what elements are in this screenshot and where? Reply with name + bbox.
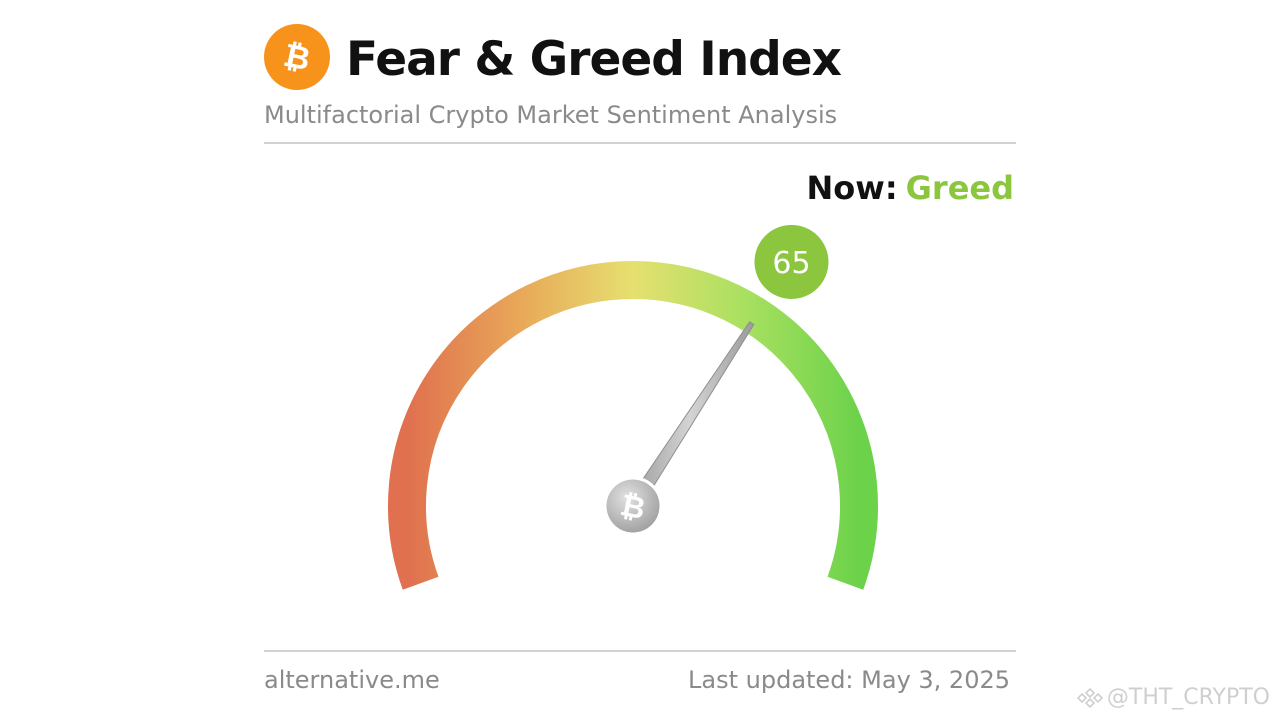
status-prefix: Now: (806, 169, 898, 207)
bitcoin-logo-icon: ₿ (264, 24, 330, 90)
last-updated: Last updated: May 3, 2025 (688, 666, 1010, 694)
page-subtitle: Multifactorial Crypto Market Sentiment A… (264, 101, 838, 129)
source-link[interactable]: alternative.me (264, 666, 440, 694)
current-status: Now: Greed (807, 168, 1014, 208)
binance-square-icon (1076, 687, 1103, 709)
gauge-hub-bitcoin-icon: ₿ (603, 476, 663, 536)
top-divider (264, 142, 1016, 144)
status-classification: Greed (905, 169, 1014, 207)
gauge-value-badge: 65 (754, 224, 829, 299)
watermark-text: @THT_CRYPTO (1106, 685, 1270, 710)
page-title: Fear & Greed Index (346, 32, 842, 87)
gauge: ₿ 65 (388, 224, 878, 590)
bottom-divider (264, 650, 1016, 652)
gauge-value: 65 (772, 246, 810, 281)
gauge-arc (388, 261, 878, 590)
watermark: @THT_CRYPTO (1076, 684, 1270, 712)
svg-text:₿: ₿ (280, 37, 313, 77)
